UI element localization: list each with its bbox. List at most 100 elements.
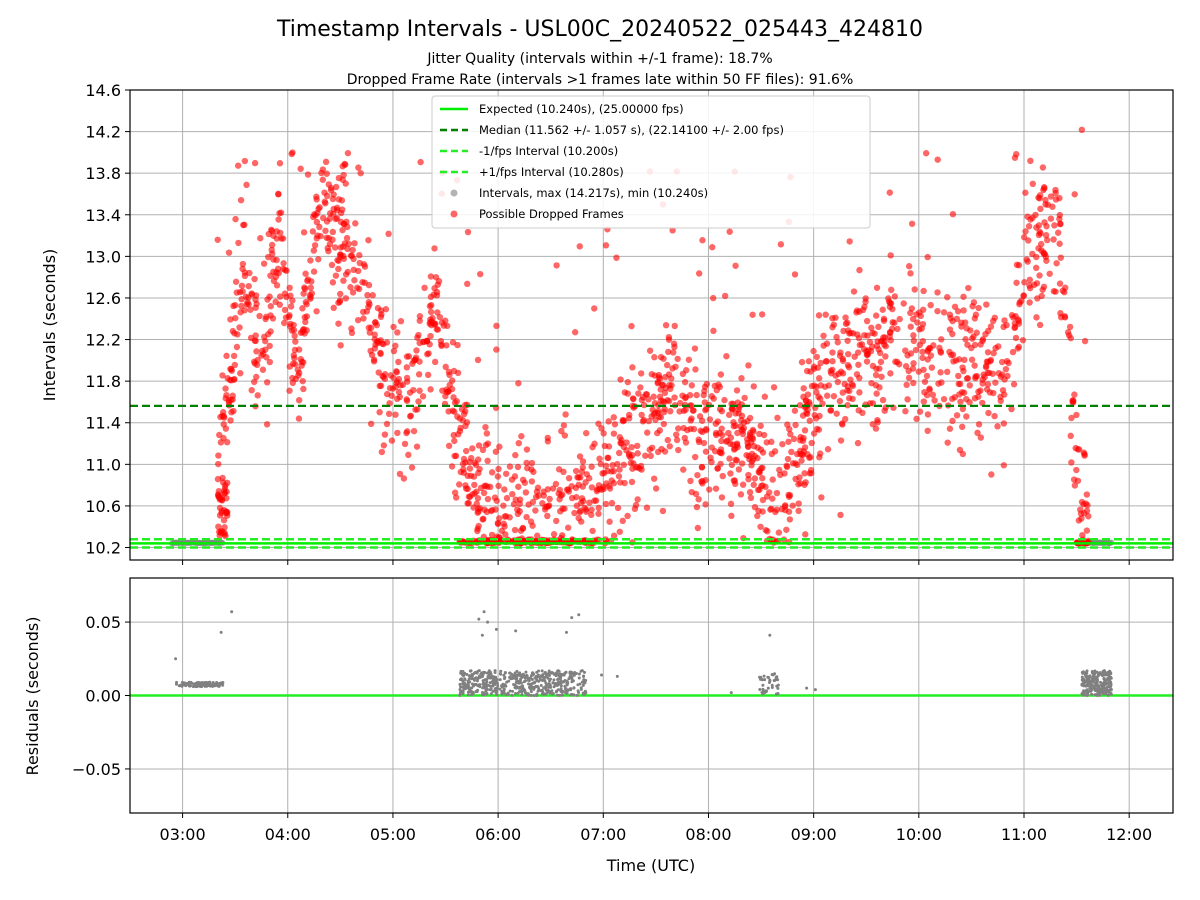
- dropped-frame-point: [634, 450, 641, 457]
- dropped-frame-point: [810, 347, 817, 355]
- dropped-frame-point: [1027, 216, 1034, 223]
- intervals-y-ticks: 10.2 10.6 11.0 11.4 11.8 12.2 12.6 13.0 13.4 13.8…: [85, 81, 130, 558]
- dropped-frame-point: [1000, 420, 1008, 427]
- residual-point: [543, 679, 547, 683]
- dropped-frame-point: [393, 369, 400, 376]
- residual-point: [582, 678, 586, 682]
- residual-point: [485, 691, 489, 695]
- residual-point: [764, 689, 768, 693]
- dropped-frame-point: [308, 278, 315, 285]
- dropped-frame-point: [672, 363, 679, 370]
- dropped-frame-point: [1062, 284, 1069, 291]
- dropped-frame-point: [251, 378, 258, 386]
- residual-point: [1095, 693, 1099, 697]
- dropped-frame-point: [1085, 513, 1092, 520]
- dropped-frame-point: [396, 470, 404, 478]
- residual-point: [480, 693, 484, 697]
- dropped-frame-point: [615, 473, 623, 480]
- dropped-frame-point: [673, 436, 681, 444]
- dropped-frame-point: [1036, 195, 1043, 202]
- dropped-frame-point: [710, 327, 717, 335]
- dropped-frame-point: [916, 408, 924, 415]
- dropped-frame-point: [905, 374, 913, 382]
- dropped-frame-point: [443, 388, 451, 396]
- dropped-frame-point: [998, 358, 1006, 366]
- dropped-frame-point: [238, 296, 245, 303]
- dropped-frame-point: [310, 268, 318, 275]
- dropped-frame-point: [833, 410, 840, 417]
- dropped-frame-point: [954, 308, 962, 315]
- dropped-frame-point: [1009, 348, 1017, 356]
- dropped-frame-point: [253, 373, 260, 381]
- residual-point: [570, 670, 574, 674]
- dropped-frame-point: [231, 301, 239, 309]
- residual-point: [1109, 672, 1113, 676]
- dropped-frame-point: [573, 502, 581, 509]
- dropped-frame-point: [378, 448, 386, 456]
- dropped-frame-point: [858, 341, 866, 348]
- dropped-frame-point: [844, 350, 852, 358]
- residual-point: [564, 690, 568, 694]
- dropped-frame-point: [953, 412, 961, 419]
- dropped-frame-point: [735, 466, 743, 473]
- dropped-frame-point: [493, 322, 500, 330]
- dropped-frame-point: [588, 506, 595, 513]
- intervals-y-tick-label: 13.4: [85, 206, 121, 225]
- dropped-frame-point: [785, 493, 793, 500]
- dropped-frame-point: [301, 314, 308, 321]
- dropped-frame-point: [960, 307, 967, 314]
- dropped-frame-point: [1024, 258, 1031, 265]
- residual-point: [1102, 676, 1106, 680]
- dropped-frame-point: [759, 496, 767, 504]
- dropped-frame-point: [474, 495, 482, 502]
- dropped-frame-point: [813, 415, 820, 422]
- dropped-frame-point: [836, 352, 844, 359]
- dropped-frame-point: [863, 358, 871, 365]
- dropped-frame-point: [867, 347, 875, 355]
- dropped-frame-point: [910, 360, 917, 367]
- dropped-frame-point: [628, 443, 635, 451]
- dropped-frame-point: [624, 390, 631, 397]
- dropped-frame-point: [262, 346, 269, 353]
- dropped-frame-point: [251, 159, 259, 167]
- dropped-frame-point: [628, 478, 636, 486]
- dropped-frame-point: [405, 451, 412, 459]
- dropped-frame-point: [295, 346, 303, 353]
- residual-point: [532, 681, 536, 685]
- dropped-frame-point: [950, 358, 957, 365]
- dropped-frame-point: [902, 408, 909, 415]
- dropped-frame-point: [1020, 292, 1027, 300]
- dropped-frame-point: [1044, 236, 1051, 244]
- dropped-frame-point: [401, 440, 409, 448]
- dropped-frame-point: [823, 392, 831, 399]
- residual-point: [521, 686, 525, 690]
- dropped-frame-point: [627, 459, 635, 467]
- dropped-frame-point: [829, 358, 836, 365]
- chart-title: Timestamp Intervals - USL00C_20240522_02…: [276, 17, 923, 42]
- dropped-frame-point: [367, 420, 375, 428]
- residual-point: [488, 676, 492, 680]
- dropped-frame-point: [1068, 414, 1075, 422]
- dropped-frame-point: [234, 331, 241, 338]
- dropped-frame-point: [610, 467, 617, 475]
- dropped-frame-point: [937, 348, 944, 355]
- dropped-frame-point: [751, 475, 759, 482]
- dropped-frame-point: [512, 496, 519, 503]
- dropped-frame-point: [693, 391, 700, 399]
- dropped-frame-point: [319, 176, 326, 183]
- dropped-frame-point: [243, 181, 250, 189]
- residual-point: [219, 630, 223, 634]
- dropped-frame-point: [714, 465, 721, 472]
- dropped-frame-point: [575, 514, 582, 522]
- dropped-frame-point: [756, 486, 763, 493]
- dropped-frame-point: [660, 420, 668, 428]
- dropped-frame-point: [528, 478, 536, 485]
- dropped-frame-point: [1008, 312, 1016, 319]
- dropped-frame-point: [801, 470, 808, 477]
- residual-point: [471, 690, 475, 694]
- residual-point: [484, 678, 488, 682]
- dropped-frame-point: [475, 469, 482, 477]
- dropped-frame-point: [390, 347, 398, 355]
- dropped-frame-point: [276, 210, 283, 217]
- dropped-frame-point: [248, 386, 255, 394]
